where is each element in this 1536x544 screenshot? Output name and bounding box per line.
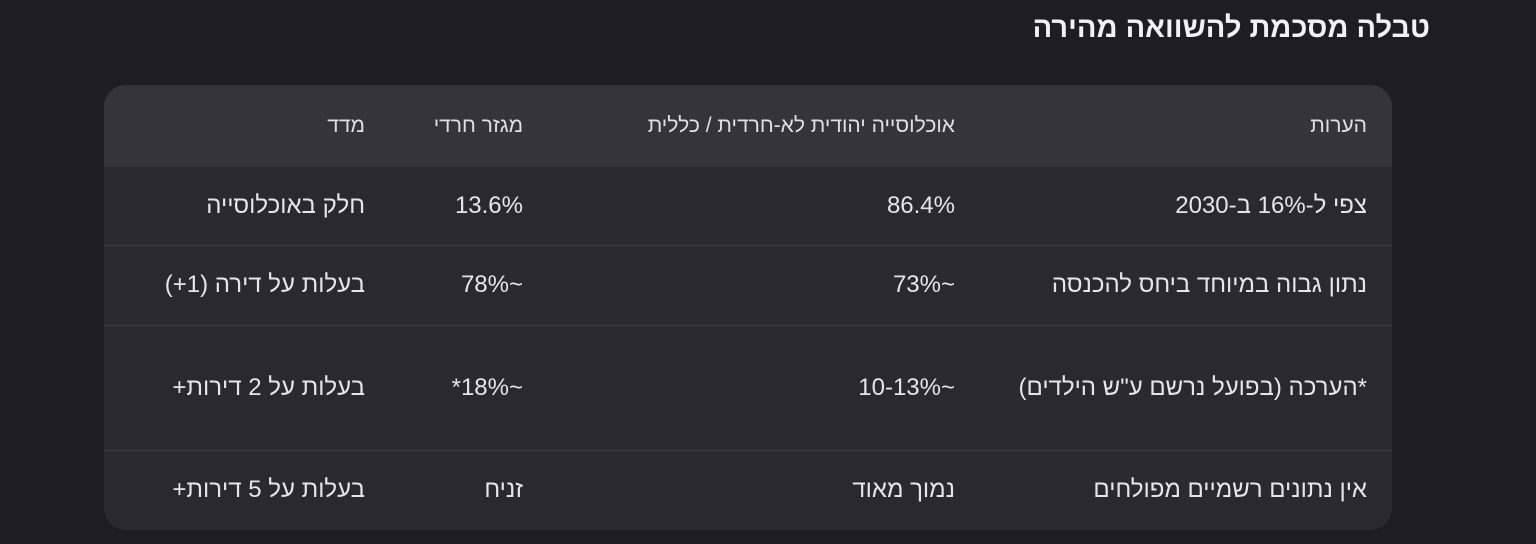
- table-cell: נמוך מאוד: [852, 476, 955, 504]
- table-cell: צפי ל-16% ב-2030: [1175, 191, 1367, 219]
- table-cell: נתון גבוה במיוחד ביחס להכנסה: [1051, 271, 1367, 298]
- table-cell: בעלות על 2 דירות+: [172, 373, 365, 401]
- table-row: בעלות על 5 דירות+ זניח נמוך מאוד אין נתונים…: [104, 450, 1392, 530]
- table-cell: בעלות על דירה (1+): [164, 271, 365, 298]
- table-cell: 13.6%: [454, 191, 523, 219]
- table-cell: חלק באוכלוסייה: [206, 191, 365, 219]
- table-row: בעלות על 2 דירות+ ~18%* ~10-13% *הערכה (בפו…: [104, 325, 1392, 450]
- column-header: אוכלוסייה יהודית לא-חרדית / כללית: [647, 114, 955, 137]
- table-cell: ~78%: [460, 271, 523, 298]
- table-row: חלק באוכלוסייה 13.6% 86.4% צפי ל-16% ב-2030: [104, 167, 1392, 245]
- table-cell: ~18%*: [451, 373, 523, 401]
- column-header: מגזר חרדי: [433, 114, 523, 137]
- page-title: טבלה מסכמת להשוואה מהירה: [1032, 12, 1430, 44]
- table-row: בעלות על דירה (1+) ~78% ~73% נתון גבוה במיו…: [104, 245, 1392, 325]
- column-header: מדד: [327, 114, 365, 137]
- table-cell: *הערכה (בפועל נרשם ע"ש הילדים): [1018, 373, 1367, 401]
- table-cell: ~10-13%: [858, 373, 955, 401]
- table-cell: אין נתונים רשמיים מפולחים: [1093, 476, 1367, 504]
- column-header: הערות: [1310, 114, 1367, 137]
- table-body: חלק באוכלוסייה 13.6% 86.4% צפי ל-16% ב-2030…: [104, 167, 1392, 530]
- comparison-table: מדד מגזר חרדי אוכלוסייה יהודית לא-חרדית / …: [104, 85, 1392, 530]
- table-cell: ~73%: [892, 271, 955, 298]
- table-cell: זניח: [484, 476, 523, 504]
- table-card: מדד מגזר חרדי אוכלוסייה יהודית לא-חרדית / …: [104, 85, 1392, 530]
- header-row: מדד מגזר חרדי אוכלוסייה יהודית לא-חרדית / …: [104, 85, 1392, 167]
- table-cell: בעלות על 5 דירות+: [172, 476, 365, 504]
- table-cell: 86.4%: [886, 191, 955, 219]
